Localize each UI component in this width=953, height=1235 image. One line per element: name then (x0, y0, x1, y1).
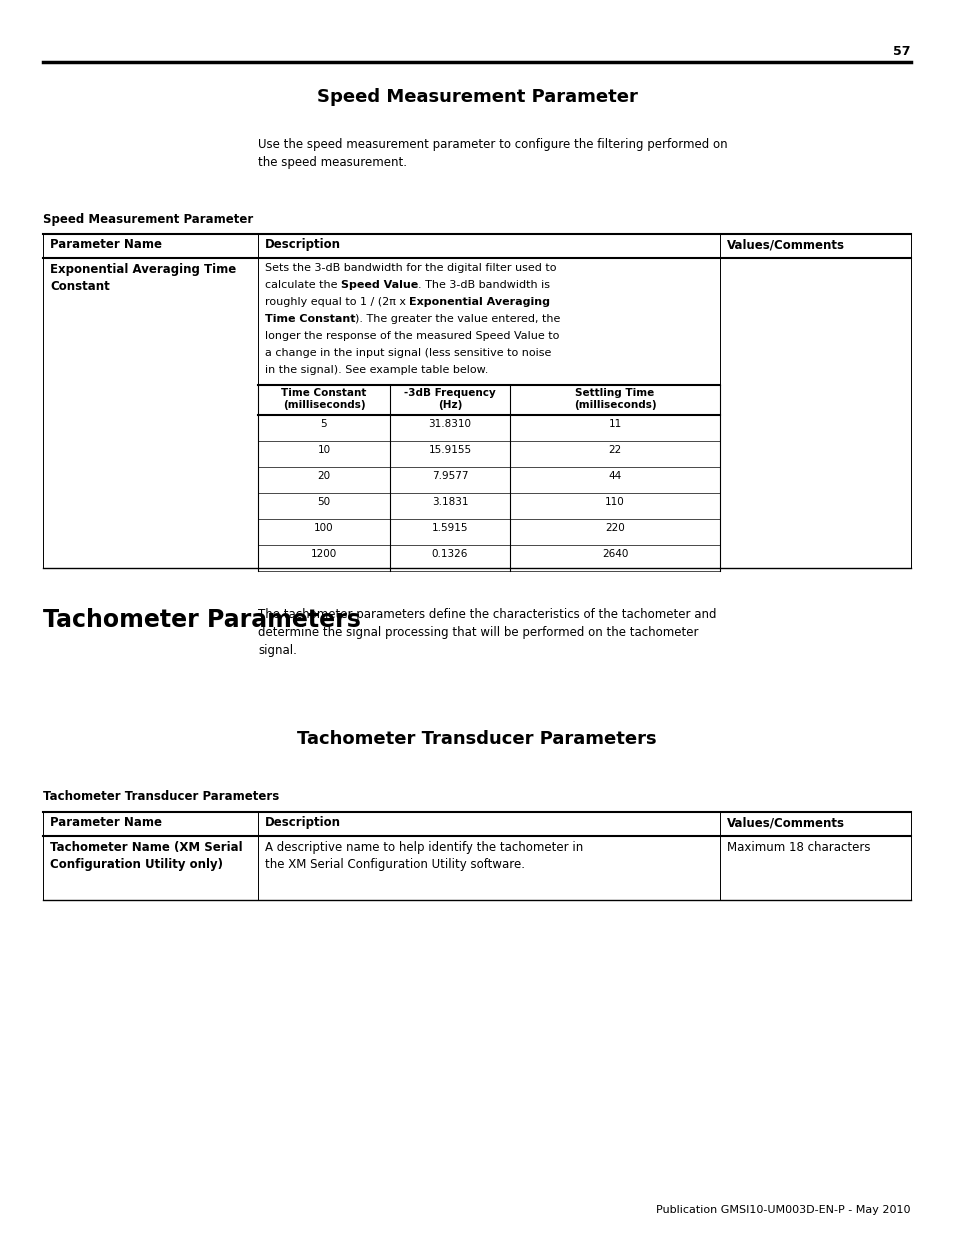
Text: 220: 220 (604, 522, 624, 534)
Text: Speed Measurement Parameter: Speed Measurement Parameter (316, 88, 637, 106)
Text: Tachometer Parameters: Tachometer Parameters (43, 608, 360, 632)
Text: Sets the 3-dB bandwidth for the digital filter used to: Sets the 3-dB bandwidth for the digital … (265, 263, 556, 273)
Text: Use the speed measurement parameter to configure the filtering performed on
the : Use the speed measurement parameter to c… (257, 138, 727, 169)
Text: Description: Description (265, 816, 340, 829)
Text: 5: 5 (320, 419, 327, 429)
Text: 110: 110 (604, 496, 624, 508)
Text: 44: 44 (608, 471, 621, 480)
Text: Speed Value: Speed Value (340, 280, 417, 290)
Text: 0.1326: 0.1326 (432, 550, 468, 559)
Text: a change in the input signal (less sensitive to noise: a change in the input signal (less sensi… (265, 348, 551, 358)
Text: 100: 100 (314, 522, 334, 534)
Text: 11: 11 (608, 419, 621, 429)
Text: 31.8310: 31.8310 (428, 419, 471, 429)
Text: 2640: 2640 (601, 550, 627, 559)
Text: Maximum 18 characters: Maximum 18 characters (726, 841, 869, 853)
Text: -3dB Frequency
(Hz): -3dB Frequency (Hz) (404, 388, 496, 410)
Text: longer the response of the measured Speed Value to: longer the response of the measured Spee… (265, 331, 558, 341)
Text: 20: 20 (317, 471, 331, 480)
Text: 22: 22 (608, 445, 621, 454)
Text: Publication GMSI10-UM003D-EN-P - May 2010: Publication GMSI10-UM003D-EN-P - May 201… (656, 1205, 910, 1215)
Text: 1.5915: 1.5915 (432, 522, 468, 534)
Text: 15.9155: 15.9155 (428, 445, 471, 454)
Text: 57: 57 (893, 44, 910, 58)
Text: Values/Comments: Values/Comments (726, 238, 844, 251)
Text: 1200: 1200 (311, 550, 336, 559)
Text: calculate the: calculate the (265, 280, 340, 290)
Text: Parameter Name: Parameter Name (50, 238, 162, 251)
Text: Time Constant
(milliseconds): Time Constant (milliseconds) (281, 388, 366, 410)
Text: The tachometer parameters define the characteristics of the tachometer and
deter: The tachometer parameters define the cha… (257, 608, 716, 657)
Text: A descriptive name to help identify the tachometer in
the XM Serial Configuratio: A descriptive name to help identify the … (265, 841, 582, 871)
Text: Time Constant: Time Constant (265, 314, 355, 324)
Text: 50: 50 (317, 496, 331, 508)
Text: Tachometer Name (XM Serial
Configuration Utility only): Tachometer Name (XM Serial Configuration… (50, 841, 242, 871)
Text: Settling Time
(milliseconds): Settling Time (milliseconds) (573, 388, 656, 410)
Text: Tachometer Transducer Parameters: Tachometer Transducer Parameters (297, 730, 656, 748)
Text: 10: 10 (317, 445, 331, 454)
Text: in the signal). See example table below.: in the signal). See example table below. (265, 366, 488, 375)
Text: Exponential Averaging Time
Constant: Exponential Averaging Time Constant (50, 263, 236, 293)
Text: Values/Comments: Values/Comments (726, 816, 844, 829)
Text: Speed Measurement Parameter: Speed Measurement Parameter (43, 212, 253, 226)
Text: 3.1831: 3.1831 (432, 496, 468, 508)
Text: . The 3-dB bandwidth is: . The 3-dB bandwidth is (417, 280, 550, 290)
Text: ). The greater the value entered, the: ). The greater the value entered, the (355, 314, 560, 324)
Text: 7.9577: 7.9577 (432, 471, 468, 480)
Text: Exponential Averaging: Exponential Averaging (409, 296, 550, 308)
Text: roughly equal to 1 / (2π x: roughly equal to 1 / (2π x (265, 296, 409, 308)
Text: Description: Description (265, 238, 340, 251)
Text: Parameter Name: Parameter Name (50, 816, 162, 829)
Text: Tachometer Transducer Parameters: Tachometer Transducer Parameters (43, 790, 279, 803)
